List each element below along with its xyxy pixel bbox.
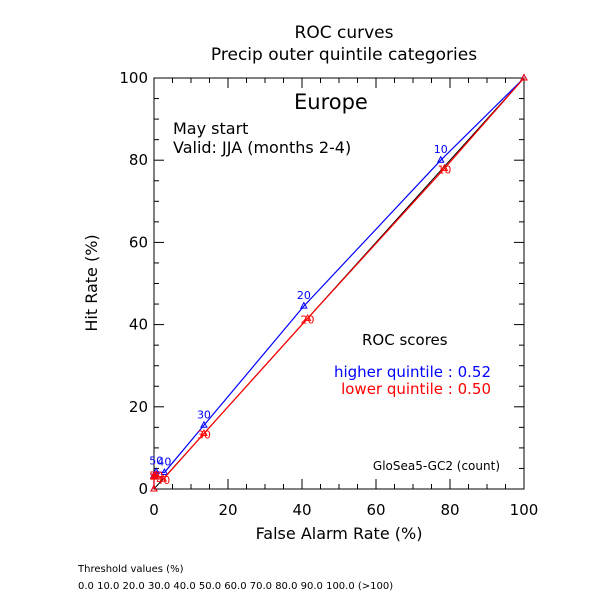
chart-title: ROC curves bbox=[295, 23, 394, 43]
threshold-title: Threshold values (%) bbox=[77, 564, 184, 575]
y-tick-label: 100 bbox=[119, 69, 148, 87]
y-tick-label: 0 bbox=[138, 480, 148, 498]
x-tick-label: 80 bbox=[440, 501, 459, 519]
point-label-lower-quintile: 20 bbox=[301, 313, 315, 326]
y-tick-label: 60 bbox=[129, 233, 148, 251]
y-tick-label: 40 bbox=[129, 316, 148, 334]
x-tick-label: 60 bbox=[366, 501, 385, 519]
series-point-lower-quintile bbox=[303, 313, 312, 321]
point-label-higher-quintile: 40 bbox=[157, 456, 171, 469]
point-label-lower-quintile: 30 bbox=[197, 429, 211, 442]
series-point-higher-quintile bbox=[200, 420, 208, 428]
region-label: Europe bbox=[294, 90, 368, 114]
x-tick-labels: 0 20 40 60 80 100 bbox=[149, 501, 538, 519]
point-label-higher-quintile: 50 bbox=[149, 455, 163, 468]
roc-scores-title: ROC scores bbox=[362, 331, 448, 349]
series-point-lower-quintile bbox=[150, 471, 159, 479]
y-axis-label: Hit Rate (%) bbox=[82, 234, 101, 331]
point-label-higher-quintile: 10 bbox=[434, 143, 448, 156]
point-label-higher-quintile: 30 bbox=[197, 408, 211, 421]
start-label: May start bbox=[173, 119, 248, 138]
x-tick-label: 20 bbox=[218, 501, 237, 519]
point-label-lower-quintile: 40 bbox=[156, 474, 170, 487]
chart-subtitle: Precip outer quintile categories bbox=[211, 45, 477, 65]
valid-label: Valid: JJA (months 2-4) bbox=[173, 138, 351, 157]
x-tick-label: 40 bbox=[292, 501, 311, 519]
series-point-lower-quintile bbox=[200, 428, 208, 437]
series-point-higher-quintile bbox=[436, 155, 445, 163]
y-tick-label: 20 bbox=[129, 398, 148, 416]
series-point-lower-quintile bbox=[150, 484, 158, 492]
series-point-lower-quintile bbox=[440, 163, 449, 171]
series-point-higher-quintile bbox=[152, 467, 161, 475]
series-point-lower-quintile bbox=[159, 474, 168, 482]
y-tick-label: 80 bbox=[129, 151, 148, 169]
point-label-higher-quintile: 20 bbox=[297, 289, 311, 302]
series-point-lower-quintile bbox=[520, 73, 528, 81]
score-higher-quintile: higher quintile : 0.52 bbox=[334, 363, 491, 381]
point-label-lower-quintile: 50 bbox=[149, 470, 163, 483]
x-tick-label: 100 bbox=[510, 501, 539, 519]
threshold-values: 0.0 10.0 20.0 30.0 40.0 50.0 60.0 70.0 8… bbox=[78, 581, 393, 592]
y-tick-labels: 0 20 40 60 80 100 bbox=[119, 69, 148, 498]
x-tick-label: 0 bbox=[149, 501, 159, 519]
series-point-higher-quintile bbox=[160, 468, 169, 476]
x-axis-label: False Alarm Rate (%) bbox=[256, 524, 423, 543]
series-point-higher-quintile bbox=[300, 301, 308, 309]
model-label: GloSea5-GC2 (count) bbox=[373, 459, 500, 473]
series-point-lower-quintile bbox=[152, 470, 161, 478]
point-label-lower-quintile: 10 bbox=[437, 163, 451, 176]
score-lower-quintile: lower quintile : 0.50 bbox=[341, 380, 491, 398]
